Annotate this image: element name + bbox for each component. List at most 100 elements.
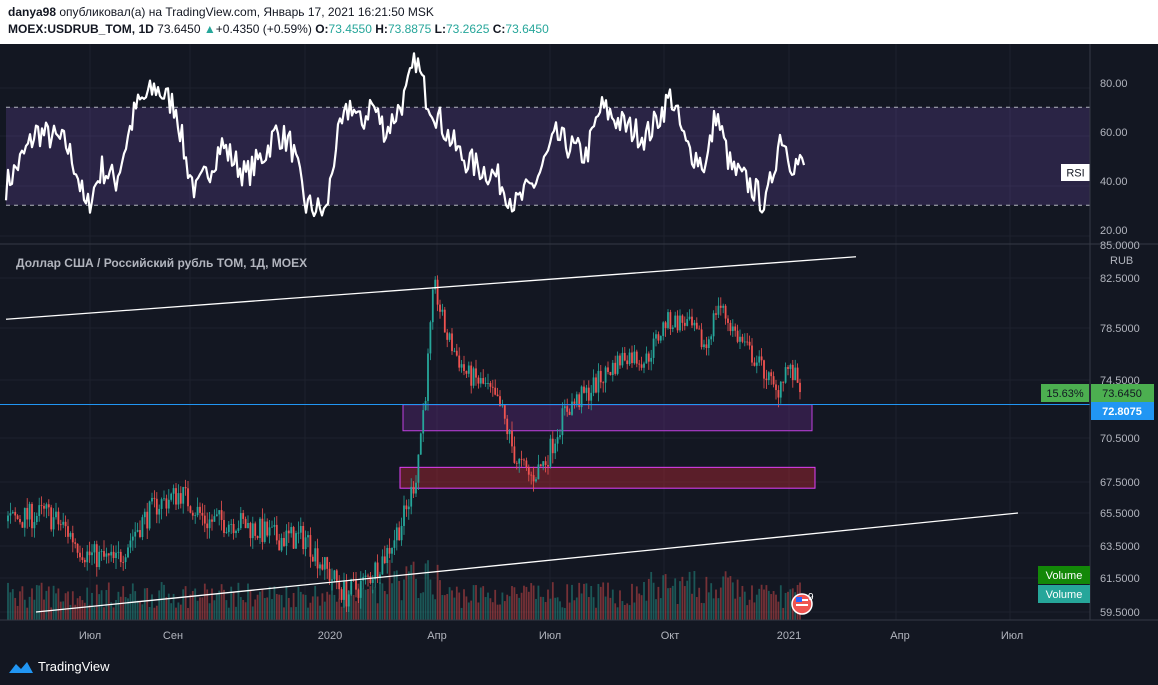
- volume-bar: [719, 587, 722, 620]
- candle-body: [676, 315, 679, 331]
- volume-bar: [155, 605, 158, 620]
- rsi-badge-bg: [1061, 164, 1090, 181]
- candle-body: [439, 304, 441, 312]
- volume-bar: [237, 582, 240, 620]
- volume-bar: [544, 602, 547, 620]
- volume-bar: [542, 596, 545, 620]
- candlestick-series[interactable]: [7, 275, 801, 612]
- volume-bar: [64, 593, 67, 620]
- candle-body: [273, 524, 276, 527]
- candle-body: [614, 362, 617, 374]
- candle-body: [573, 401, 576, 404]
- last-price-badge-bg: [1091, 384, 1154, 402]
- volume-bar: [758, 588, 761, 620]
- candle-body: [419, 433, 422, 455]
- volume-bar: [95, 584, 98, 620]
- candle-body: [91, 552, 93, 556]
- volume-bar: [352, 594, 355, 620]
- candle-body: [537, 464, 540, 480]
- volume-bar: [439, 580, 441, 620]
- volume-bar: [230, 586, 233, 620]
- volume-bar: [107, 582, 110, 620]
- volume-bar: [31, 588, 33, 620]
- events-flag-icon[interactable]: 9: [791, 592, 814, 615]
- candle-body: [103, 551, 105, 557]
- events-count: 9: [808, 592, 814, 603]
- support-zones[interactable]: [399, 404, 816, 489]
- volume-bar: [172, 593, 175, 620]
- candle-body: [643, 363, 645, 368]
- tradingview-brand[interactable]: TradingView: [8, 659, 110, 674]
- candle-body: [331, 579, 333, 581]
- candle-body: [203, 515, 206, 524]
- candle-body: [316, 548, 319, 569]
- volume-bar: [655, 599, 657, 620]
- volume-bar: [23, 599, 26, 620]
- volume-bar: [398, 580, 401, 620]
- volume-bar: [523, 585, 525, 620]
- candle-body: [340, 589, 343, 600]
- candle-body: [443, 309, 446, 333]
- candle-body: [770, 372, 773, 377]
- candle-body: [386, 547, 389, 564]
- volume-bar: [52, 585, 55, 620]
- volume-bar: [115, 599, 117, 620]
- volume-bar: [383, 591, 386, 620]
- price-pane-title: Доллар США / Российский рубль TOM, 1Д, M…: [16, 256, 307, 270]
- candle-body: [707, 339, 710, 348]
- volume-bar: [314, 585, 317, 620]
- candle-body: [659, 335, 662, 341]
- time-axis[interactable]: Июл Сен 2020 Апр Июл Окт 2021 Апр Июл: [79, 630, 1023, 642]
- price-axis[interactable]: 85.0000 RUB 82.500078.500074.500070.5000…: [1100, 240, 1140, 619]
- chart-canvas[interactable]: 80.00 60.00 40.00 20.00 RSI Доллар США / Ро…: [0, 44, 1158, 650]
- candle-body: [237, 528, 240, 531]
- volume-bar: [499, 604, 501, 620]
- candle-body: [595, 377, 597, 393]
- volume-bar: [470, 600, 473, 620]
- candle-body: [779, 381, 782, 398]
- price-tick-label: 82.5000: [1100, 273, 1140, 285]
- trendlines[interactable]: [5, 256, 1019, 613]
- volume-bar: [417, 598, 420, 620]
- candle-body: [611, 362, 614, 375]
- volume-bar: [487, 592, 489, 620]
- volume-bar: [165, 597, 168, 620]
- author-name[interactable]: danya98: [8, 5, 57, 19]
- time-tick-label: Июл: [539, 630, 561, 642]
- candle-body: [650, 357, 653, 362]
- candle-body: [112, 551, 115, 559]
- volume-bar: [763, 589, 765, 620]
- candle-body: [119, 551, 122, 563]
- volume-bar: [659, 598, 662, 620]
- volume-bar: [436, 564, 439, 620]
- candle-body: [357, 589, 360, 598]
- candle-body: [43, 505, 45, 509]
- volume-bar: [223, 589, 225, 620]
- volume-bar: [508, 596, 511, 620]
- volume-bar: [739, 596, 741, 620]
- volume-bar: [753, 602, 756, 620]
- candle-body: [743, 341, 746, 343]
- candle-body: [633, 351, 636, 364]
- candle-body: [83, 559, 86, 563]
- volume-bar: [74, 604, 77, 620]
- rsi-pane[interactable]: [4, 52, 1090, 218]
- candle-body: [441, 309, 444, 312]
- volume-bar: [391, 583, 393, 620]
- volume-bar: [573, 600, 576, 620]
- candle-body: [525, 460, 528, 468]
- volume-bar: [619, 590, 621, 620]
- rsi-price-axis[interactable]: 80.00 60.00 40.00 20.00: [1100, 78, 1128, 237]
- volume-bar: [362, 588, 365, 620]
- volume-bar: [707, 592, 710, 620]
- candle-body: [575, 394, 578, 404]
- candle-body: [451, 333, 453, 352]
- candle-body: [292, 527, 295, 549]
- candle-body: [57, 511, 60, 525]
- candle-body: [616, 355, 619, 374]
- candle-body: [681, 315, 684, 323]
- volume-bar: [587, 597, 590, 620]
- candle-body: [131, 536, 134, 541]
- volume-bar: [261, 589, 264, 620]
- candle-body: [223, 519, 225, 533]
